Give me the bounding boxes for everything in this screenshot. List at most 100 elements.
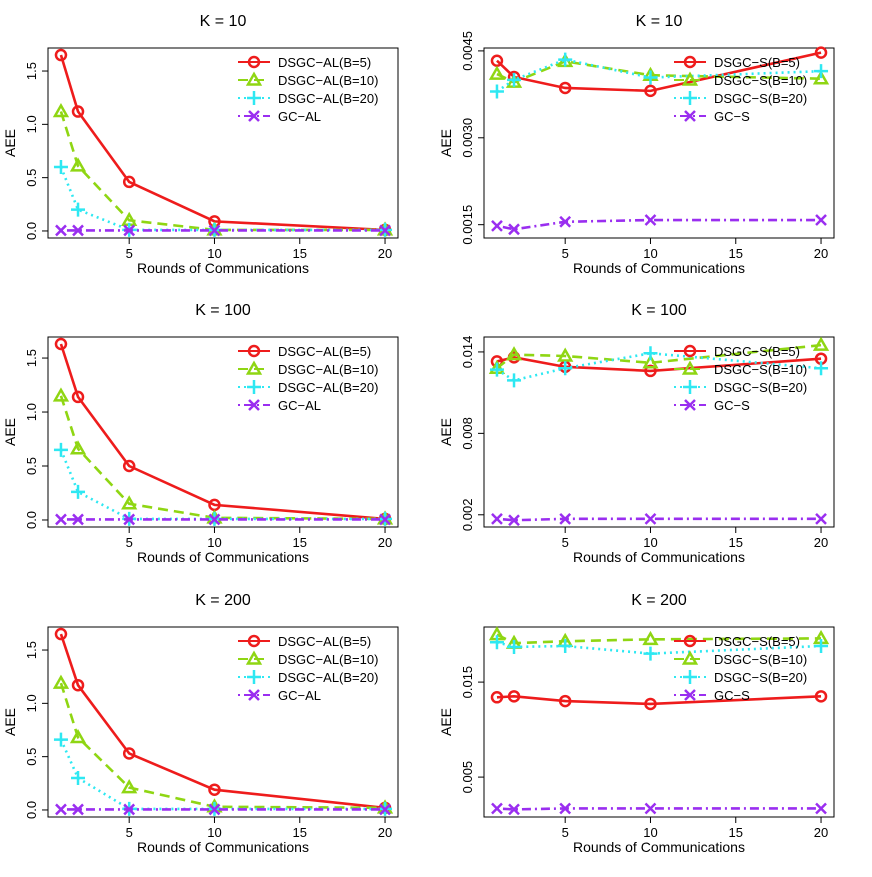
legend-marker [684,110,696,122]
data-point [508,514,520,527]
data-point [72,513,84,526]
series-line [496,218,822,231]
x-tick-label: 10 [643,246,657,261]
data-point [491,219,503,232]
series-line [496,640,822,655]
legend-label: DSGC−AL(B=5) [278,344,371,359]
series-line [496,517,822,522]
panel-title: K = 10 [636,13,683,30]
legend-label: DSGC−AL(B=5) [278,55,371,70]
data-point [71,202,86,217]
data-point [507,373,522,388]
legend-label: DSGC−AL(B=20) [278,670,378,685]
legend-label: GC−S [714,688,750,703]
y-tick-label: 1.5 [24,641,39,659]
legend-marker [245,650,263,665]
data-point [644,364,657,378]
series-line [59,166,386,232]
legend-label: DSGC−AL(B=10) [278,652,378,667]
y-axis-label: AEE [2,418,18,446]
legend-label: DSGC−AL(B=20) [278,91,378,106]
plot-frame [483,626,835,818]
y-axis-label: AEE [438,418,454,446]
data-point [379,513,391,526]
data-point [643,70,658,85]
data-point [814,361,829,376]
data-point [55,224,67,237]
legend-marker [247,344,261,358]
data-point [72,803,84,816]
legend-label: GC−S [714,109,750,124]
data-point [122,459,136,473]
series-2 [488,336,830,374]
data-point [69,157,87,172]
y-tick-label: 0.0045 [460,31,475,71]
series-1 [54,627,392,815]
data-point [644,697,657,711]
series-line [496,51,822,93]
panel-title: K = 100 [195,302,251,319]
y-axis-label: AEE [438,129,454,157]
data-point [644,84,657,98]
x-tick-label: 20 [378,535,392,550]
x-tick-label: 5 [126,535,133,550]
data-point [55,513,67,526]
data-point [508,223,520,236]
data-point [52,387,70,402]
y-axis-label: AEE [438,708,454,736]
data-point [507,690,521,703]
legend-marker [683,670,697,684]
panel-title: K = 10 [200,13,247,30]
x-tick-label: 5 [126,825,133,840]
y-tick-label: 1.0 [24,403,39,421]
x-axis-label: Rounds of Communications [573,260,745,276]
data-point [558,361,573,376]
data-point [72,224,84,237]
series-4 [491,802,827,816]
legend-marker [245,71,263,86]
data-point [71,770,86,785]
x-tick-label: 5 [562,246,569,261]
legend-marker [245,360,263,375]
series-3 [53,159,393,237]
y-tick-label: 0.015 [460,666,475,699]
legend-marker [681,650,699,665]
data-point [815,802,827,815]
legend-marker [681,71,699,86]
data-point [490,691,504,704]
series-line [496,59,822,84]
data-point [814,639,829,653]
legend: DSGC−S(B=5) DSGC−S(B=10) DSGC−S(B=20) GC−S [674,55,807,124]
legend-label: DSGC−S(B=20) [714,91,807,106]
data-point [557,347,574,362]
y-tick-label: 1.5 [24,349,39,367]
legend: DSGC−AL(B=5) DSGC−AL(B=10) DSGC−AL(B=20) GC… [238,344,378,413]
series-3 [489,635,829,661]
series-2 [52,103,394,236]
data-point [71,678,85,692]
x-tick-label: 15 [293,535,307,550]
series-line [59,343,386,521]
data-point [508,803,520,816]
y-axis-label: AEE [2,708,18,736]
panel-5: K = 200 5 10 15 20 0.0 0.5 1.0 1.5 Rounds of Comm… [2,592,399,855]
x-tick-label: 15 [729,825,743,840]
legend-label: GC−S [714,398,750,413]
data-point [559,215,572,228]
data-point [208,803,221,816]
series-line [496,807,822,811]
data-point [53,442,68,457]
data-point [559,512,572,525]
data-point [812,336,830,351]
legend-label: DSGC−S(B=5) [714,344,800,359]
legend-label: DSGC−AL(B=5) [278,634,371,649]
y-tick-label: 0.0 [24,511,39,529]
data-point [507,639,522,654]
legend-label: DSGC−S(B=20) [714,670,807,685]
data-point [379,224,391,237]
data-point [812,70,830,85]
data-point [123,803,136,816]
x-tick-label: 10 [643,535,657,550]
y-tick-label: 0.5 [24,748,39,766]
